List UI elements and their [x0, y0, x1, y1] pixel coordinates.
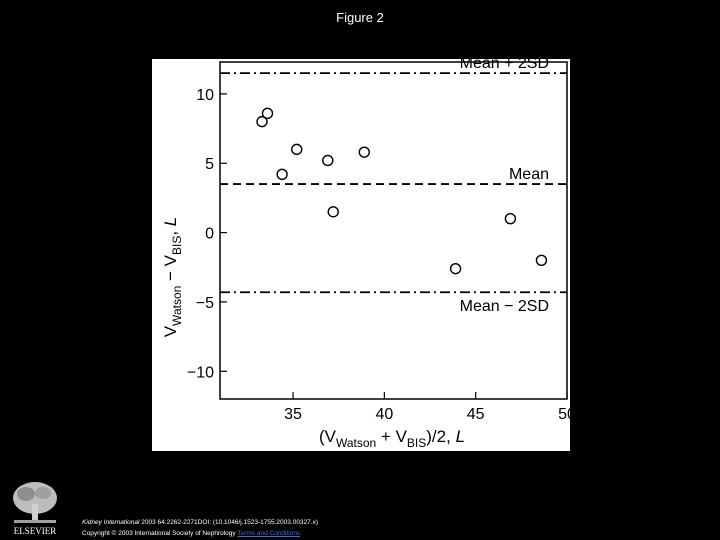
data-point: [291, 143, 303, 156]
x-tick-label: 45: [467, 406, 485, 423]
x-tick-label: 50: [558, 406, 570, 423]
reference-line-label: Mean: [509, 166, 549, 183]
data-point: [358, 146, 370, 158]
citation-line-1: Kidney International 2003 64:2262-2271DO…: [82, 519, 318, 526]
data-point: [327, 206, 339, 218]
x-tick-label: 40: [375, 406, 393, 423]
y-tick-label: 10: [196, 87, 214, 104]
y-tick-label: −5: [196, 295, 214, 312]
data-point: [322, 154, 334, 167]
y-tick-label: 5: [205, 156, 214, 173]
data-point: [261, 107, 274, 120]
publisher-name: ELSEVIER: [14, 526, 57, 536]
plot-frame: [219, 61, 568, 400]
x-tick-label: 35: [284, 406, 302, 423]
elsevier-tree-logo: ELSEVIER: [6, 478, 64, 538]
reference-line-label: Mean + 2SD: [460, 59, 549, 72]
reference-line-label: Mean − 2SD: [460, 298, 549, 315]
data-point: [276, 168, 288, 181]
slide-title: Figure 2: [336, 10, 384, 25]
terms-and-conditions-link[interactable]: Terms and Conditions: [237, 530, 301, 537]
x-axis-label: (VWatson + VBIS)/2, L: [319, 427, 465, 450]
y-axis-label: VWatson − VBIS, L: [161, 217, 184, 338]
citation-line-2: Copyright © 2003 International Society o…: [82, 530, 301, 537]
data-point: [504, 213, 517, 225]
y-tick-label: 0: [205, 226, 214, 243]
data-point: [535, 254, 548, 267]
journal-name: Kidney International: [82, 519, 140, 526]
y-tick-label: −10: [187, 364, 214, 381]
citation: Kidney International 2003 64:2262-2271DO…: [82, 517, 318, 539]
data-point: [256, 115, 268, 128]
data-point: [449, 262, 462, 275]
